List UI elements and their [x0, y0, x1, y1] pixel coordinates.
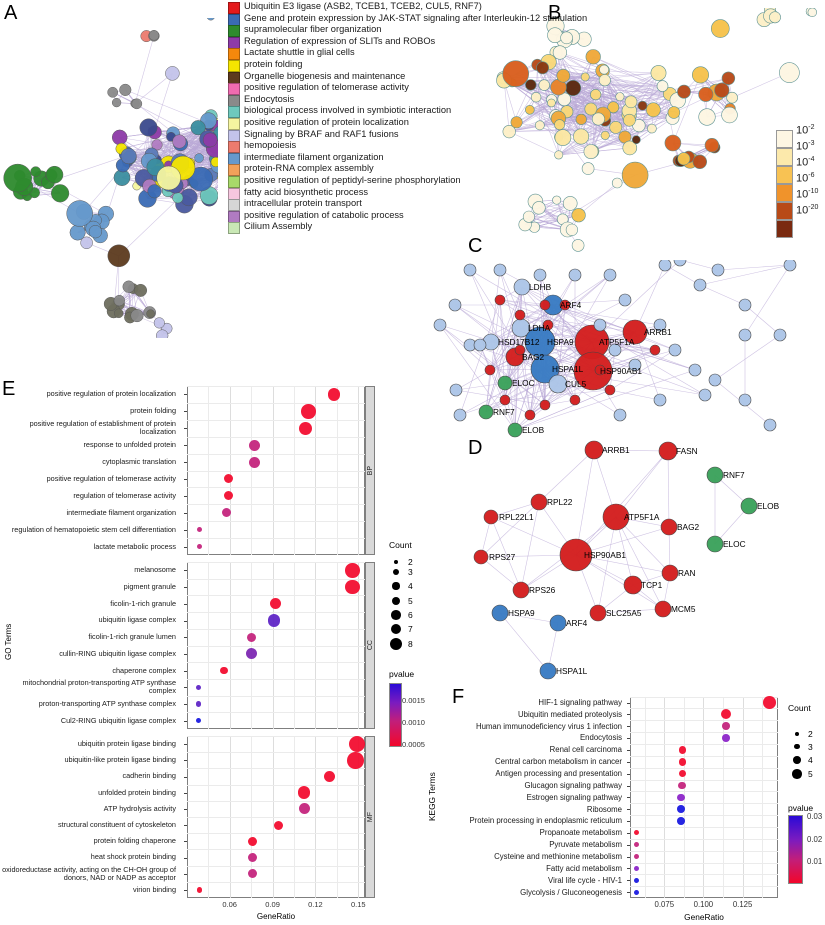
svg-text:MCM5: MCM5: [671, 604, 696, 614]
svg-text:TCP1: TCP1: [641, 580, 663, 590]
svg-text:HSPA9: HSPA9: [508, 608, 535, 618]
svg-text:ATP5F1A: ATP5F1A: [599, 337, 635, 347]
svg-text:HSPA9: HSPA9: [547, 337, 574, 347]
svg-text:RNF7: RNF7: [723, 470, 745, 480]
svg-text:LDHA: LDHA: [528, 323, 551, 333]
svg-text:ATP5F1A: ATP5F1A: [624, 512, 660, 522]
svg-text:BAG2: BAG2: [522, 352, 545, 362]
svg-text:HSPA1L: HSPA1L: [556, 666, 588, 676]
svg-text:ELOC: ELOC: [723, 539, 746, 549]
svg-text:CUL5: CUL5: [565, 379, 587, 389]
svg-text:HSP90AB1: HSP90AB1: [600, 366, 642, 376]
svg-text:LDHB: LDHB: [529, 282, 552, 292]
svg-text:ARRB1: ARRB1: [602, 445, 630, 455]
svg-text:ARF4: ARF4: [566, 618, 588, 628]
svg-text:RPS26: RPS26: [529, 585, 556, 595]
svg-text:RPL22: RPL22: [547, 497, 573, 507]
svg-text:RNF7: RNF7: [493, 407, 515, 417]
svg-text:BAG2: BAG2: [677, 522, 700, 532]
svg-text:HSP90AB1: HSP90AB1: [584, 550, 626, 560]
svg-text:RPS27: RPS27: [489, 552, 516, 562]
svg-text:ARRB1: ARRB1: [644, 327, 672, 337]
svg-text:ELOC: ELOC: [512, 378, 535, 388]
svg-text:ELOB: ELOB: [757, 501, 780, 511]
svg-text:RAN: RAN: [678, 568, 696, 578]
svg-text:RPL22L1: RPL22L1: [499, 512, 534, 522]
svg-text:ELOB: ELOB: [522, 425, 545, 435]
svg-text:FASN: FASN: [676, 446, 698, 456]
svg-text:HSD17B12: HSD17B12: [498, 337, 540, 347]
svg-text:SLC25A5: SLC25A5: [606, 608, 642, 618]
svg-text:ARF4: ARF4: [560, 300, 582, 310]
svg-text:HSPA1L: HSPA1L: [552, 364, 584, 374]
